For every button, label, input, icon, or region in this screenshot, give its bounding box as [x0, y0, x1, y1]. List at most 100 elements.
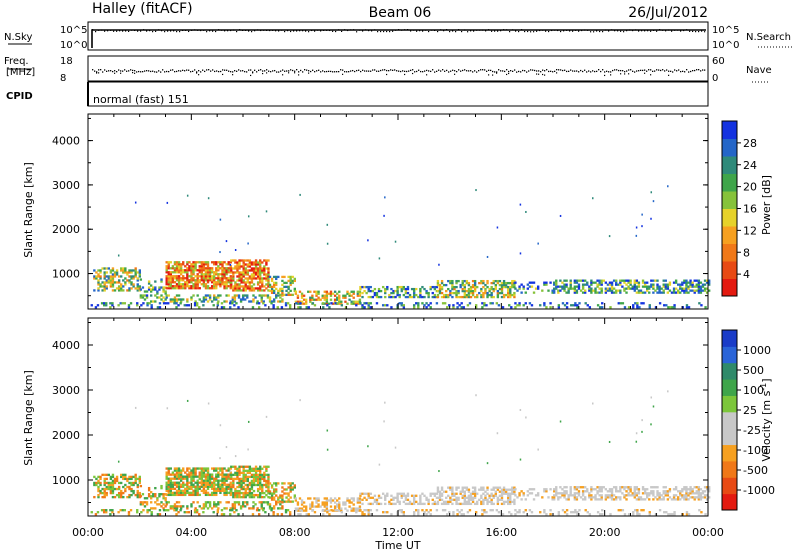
velocity-cell — [507, 494, 510, 497]
power-cell — [227, 281, 230, 284]
velocity-cell — [463, 496, 466, 499]
nsearch-point — [176, 31, 178, 33]
power-cell — [150, 294, 153, 297]
power-cell — [577, 279, 581, 282]
velocity-cell — [213, 491, 216, 495]
freq-point — [306, 69, 308, 71]
velocity-cell — [350, 509, 353, 512]
velocity-cell — [192, 491, 195, 495]
power-cell — [223, 269, 226, 272]
power-cell — [703, 283, 707, 286]
power-cell — [260, 294, 263, 297]
nsearch-point — [128, 30, 130, 32]
velocity-cell — [154, 486, 157, 490]
power-cell — [509, 293, 512, 297]
power-cell — [344, 294, 347, 297]
power-cell — [221, 271, 224, 274]
velocity-cell — [115, 487, 119, 491]
velocity-cell — [219, 491, 222, 495]
velocity-cell — [683, 496, 686, 499]
velocity-cell — [105, 477, 108, 481]
velocity-cell — [208, 473, 212, 476]
velocity-cell — [252, 501, 255, 504]
velocity-cell — [561, 488, 564, 491]
velocity-cell — [446, 513, 449, 516]
velocity-cell — [378, 463, 381, 466]
velocity-cell — [162, 509, 166, 512]
velocity-cell — [117, 495, 121, 499]
velocity-cell — [553, 494, 556, 497]
velocity-cell — [177, 505, 181, 508]
velocity-cell — [248, 471, 252, 474]
velocity-cell — [236, 481, 239, 485]
power-cell — [338, 302, 341, 305]
power-cell — [238, 275, 241, 278]
velocity-cell — [240, 491, 243, 495]
power-cell — [188, 267, 191, 270]
power-cell — [225, 294, 228, 297]
power-cell — [160, 280, 163, 283]
power-cell — [204, 298, 208, 301]
velocity-cell — [369, 492, 372, 495]
velocity-cell — [204, 473, 208, 476]
velocity-cell — [609, 513, 612, 516]
power-cell — [90, 304, 93, 307]
velocity-cell — [233, 507, 237, 510]
velocity-cell — [325, 497, 329, 500]
velocity-cell — [498, 498, 502, 501]
velocity-cell — [461, 486, 464, 489]
power-cell — [158, 288, 161, 291]
power-cell — [167, 265, 170, 268]
power-cell — [576, 304, 579, 307]
power-cell — [272, 298, 276, 301]
freq-point — [664, 70, 666, 72]
power-cell — [146, 304, 149, 307]
power-cell — [240, 289, 243, 292]
velocity-cell — [202, 481, 206, 484]
freq-point — [604, 71, 606, 73]
velocity-cell — [569, 490, 572, 493]
velocity-cell — [481, 513, 484, 516]
velocity-cell — [192, 471, 195, 474]
power-cell — [111, 279, 115, 282]
velocity-cell — [220, 513, 224, 516]
power-cell — [275, 277, 278, 281]
velocity-cell — [365, 498, 368, 501]
nsearch-point — [212, 30, 214, 32]
velocity-cell — [703, 496, 707, 499]
freq-point — [206, 69, 208, 71]
power-cell — [606, 283, 610, 286]
nsearch-point — [389, 30, 391, 33]
velocity-cell — [171, 473, 175, 476]
power-cell — [633, 281, 636, 284]
velocity-cell — [350, 507, 353, 510]
velocity-cell — [223, 481, 226, 484]
velocity-cell — [342, 501, 345, 504]
power-cell — [608, 283, 612, 286]
power-cell — [346, 290, 349, 293]
freq-point — [188, 69, 190, 71]
power-cell — [662, 285, 665, 288]
power-cell — [283, 285, 286, 289]
power-cell — [217, 265, 220, 268]
velocity-cell — [206, 491, 210, 495]
power-cell — [369, 295, 372, 299]
velocity-cell — [536, 492, 540, 495]
freq-point — [162, 69, 164, 71]
power-cell — [513, 283, 516, 287]
power-cell — [471, 279, 475, 283]
power-cell — [633, 285, 636, 288]
power-cell — [482, 281, 485, 285]
power-cell — [575, 281, 579, 284]
power-cell — [629, 279, 632, 282]
velocity-cell — [334, 509, 337, 512]
freq-point — [340, 69, 342, 71]
power-cell — [456, 302, 459, 305]
power-cell — [352, 300, 355, 303]
velocity-cell — [164, 499, 167, 502]
y-tick-label: 1000 — [52, 474, 80, 487]
velocity-cell — [537, 448, 539, 451]
power-cell — [435, 285, 439, 289]
velocity-cell — [229, 481, 232, 484]
velocity-cell — [256, 495, 260, 499]
